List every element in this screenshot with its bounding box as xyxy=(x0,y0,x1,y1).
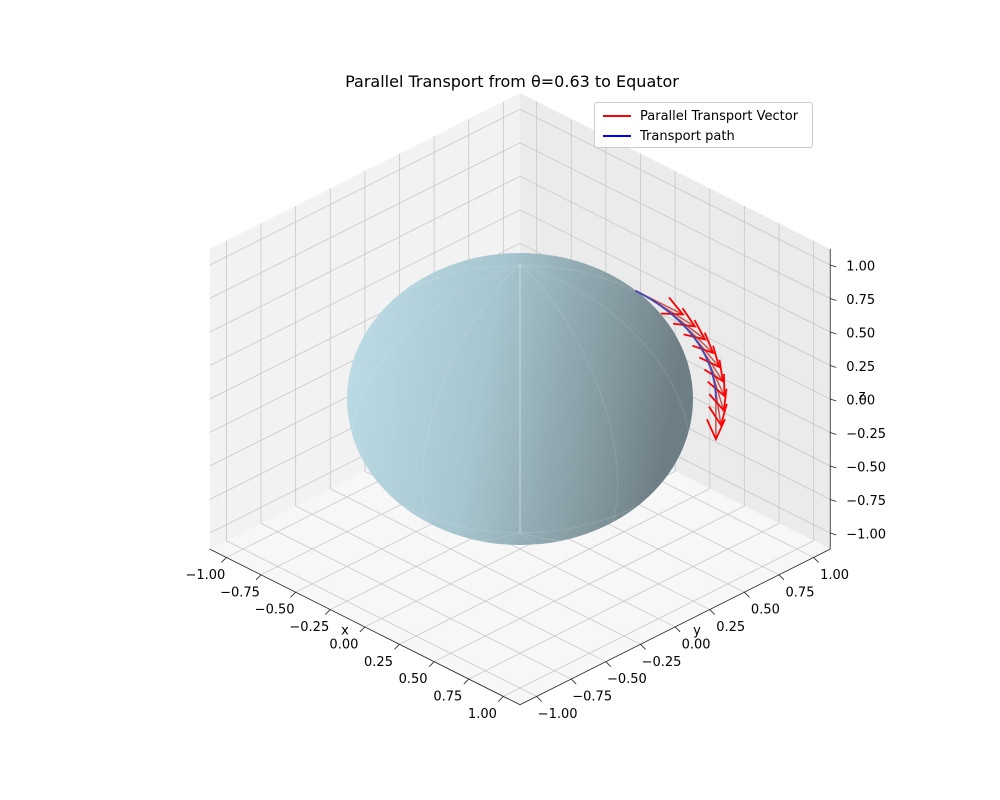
tick-mark xyxy=(640,644,646,650)
grid-line xyxy=(503,540,814,697)
legend: Parallel Transport Vector Transport path xyxy=(594,102,813,148)
tick-mark xyxy=(830,499,837,502)
grid-line xyxy=(519,142,831,299)
legend-label-path: Transport path xyxy=(640,128,735,144)
tick-mark xyxy=(428,661,435,667)
z-tick-label: −0.50 xyxy=(846,461,886,476)
legend-swatch-vector xyxy=(603,115,631,117)
y-axis-label: y xyxy=(693,624,701,639)
grid-line xyxy=(209,175,521,333)
sphere-meridian xyxy=(349,264,521,543)
tick-mark xyxy=(394,644,400,650)
legend-item-vector: Parallel Transport Vector xyxy=(603,106,798,126)
tick-mark xyxy=(830,532,837,536)
grid-line xyxy=(468,523,780,680)
z-tick-label: 0.50 xyxy=(846,327,875,342)
tick-mark xyxy=(813,557,819,563)
tick-mark xyxy=(570,678,577,685)
tick-mark xyxy=(221,557,227,563)
transport-vector-head xyxy=(660,296,685,316)
y-tick-label: −0.75 xyxy=(572,690,612,705)
x-tick-label: −1.00 xyxy=(185,568,225,583)
sphere-meridian xyxy=(519,264,619,559)
tick-mark xyxy=(324,609,331,615)
transport-vector-head xyxy=(708,403,728,428)
tick-mark xyxy=(255,574,262,581)
tick-mark xyxy=(778,574,785,581)
x-tick-label: 0.25 xyxy=(364,655,393,670)
grid-line xyxy=(209,209,521,366)
legend-swatch-path xyxy=(603,135,631,137)
tick-mark xyxy=(830,298,837,301)
tick-mark xyxy=(605,661,612,667)
y-tick-label: −0.25 xyxy=(642,655,682,670)
z-tick-label: 0.00 xyxy=(846,394,875,409)
y-tick-label: −1.00 xyxy=(538,707,578,722)
y-tick-label: −0.50 xyxy=(607,672,647,687)
tick-mark xyxy=(290,591,296,598)
y-tick-label: 0.75 xyxy=(786,585,815,600)
z-tick-label: 1.00 xyxy=(846,260,875,275)
tick-mark xyxy=(830,365,837,368)
tick-mark xyxy=(830,264,837,268)
tick-mark xyxy=(674,626,681,633)
x-tick-label: 0.00 xyxy=(329,637,358,652)
sphere-meridian xyxy=(323,264,521,534)
sphere-surface xyxy=(323,253,717,559)
transport-vector-head xyxy=(698,345,721,369)
transport-vector-head xyxy=(672,307,697,328)
z-tick-label: −0.25 xyxy=(846,427,886,442)
chart-title: Parallel Transport from θ=0.63 to Equato… xyxy=(345,72,679,91)
legend-label-vector: Parallel Transport Vector xyxy=(640,108,799,124)
x-tick-label: −0.25 xyxy=(289,620,329,635)
z-tick-label: −1.00 xyxy=(846,528,886,543)
tick-mark xyxy=(830,331,837,335)
transport-vector-head xyxy=(707,373,726,398)
x-tick-label: 0.50 xyxy=(399,672,428,687)
tick-mark xyxy=(830,432,837,435)
tick-mark xyxy=(463,678,470,685)
y-tick-label: 0.25 xyxy=(716,620,745,635)
grid-line xyxy=(519,175,831,333)
transport-vector-head xyxy=(683,319,707,341)
grid-line xyxy=(433,505,745,663)
z-tick-label: −0.75 xyxy=(846,494,886,509)
transport-vector-head xyxy=(692,332,715,355)
x-axis-label: x xyxy=(341,624,349,639)
axis-ticks: −1.00 −1.00 −1.00 −0.75 −0.75 −0.75 −0.50 −0.50… xyxy=(185,260,886,722)
tick-mark xyxy=(498,696,504,702)
transport-vector-head xyxy=(708,388,728,413)
sphere-body xyxy=(347,253,693,545)
tick-mark xyxy=(709,609,716,615)
tick-mark xyxy=(536,696,542,702)
z-axis-label: z xyxy=(859,389,866,404)
tick-mark xyxy=(830,398,837,402)
y-tick-label: 0.50 xyxy=(751,603,780,618)
grid-line xyxy=(209,108,521,266)
tick-mark xyxy=(744,591,750,598)
transport-series xyxy=(634,289,728,442)
y-tick-label: 0.00 xyxy=(682,637,711,652)
axis-labels: x y z xyxy=(341,389,865,639)
grid-line xyxy=(399,488,710,645)
x-tick-label: −0.50 xyxy=(255,603,295,618)
legend-item-path: Transport path xyxy=(603,126,735,146)
grid-line xyxy=(519,209,831,366)
y-tick-label: 1.00 xyxy=(820,568,849,583)
x-tick-label: 0.75 xyxy=(433,690,462,705)
x-tick-label: −0.75 xyxy=(220,585,260,600)
tick-mark xyxy=(359,626,366,633)
tick-mark xyxy=(830,465,837,469)
sphere-meridian xyxy=(421,264,521,559)
sphere-meridian xyxy=(519,264,691,543)
transport-path-line xyxy=(634,289,717,400)
z-tick-label: 0.75 xyxy=(846,293,875,308)
z-tick-label: 0.25 xyxy=(846,360,875,375)
grid-line xyxy=(209,142,521,299)
transport-vector-head xyxy=(703,359,725,384)
transport-vector-head xyxy=(706,418,726,442)
x-tick-label: 1.00 xyxy=(468,707,497,722)
grid-line xyxy=(519,108,831,266)
